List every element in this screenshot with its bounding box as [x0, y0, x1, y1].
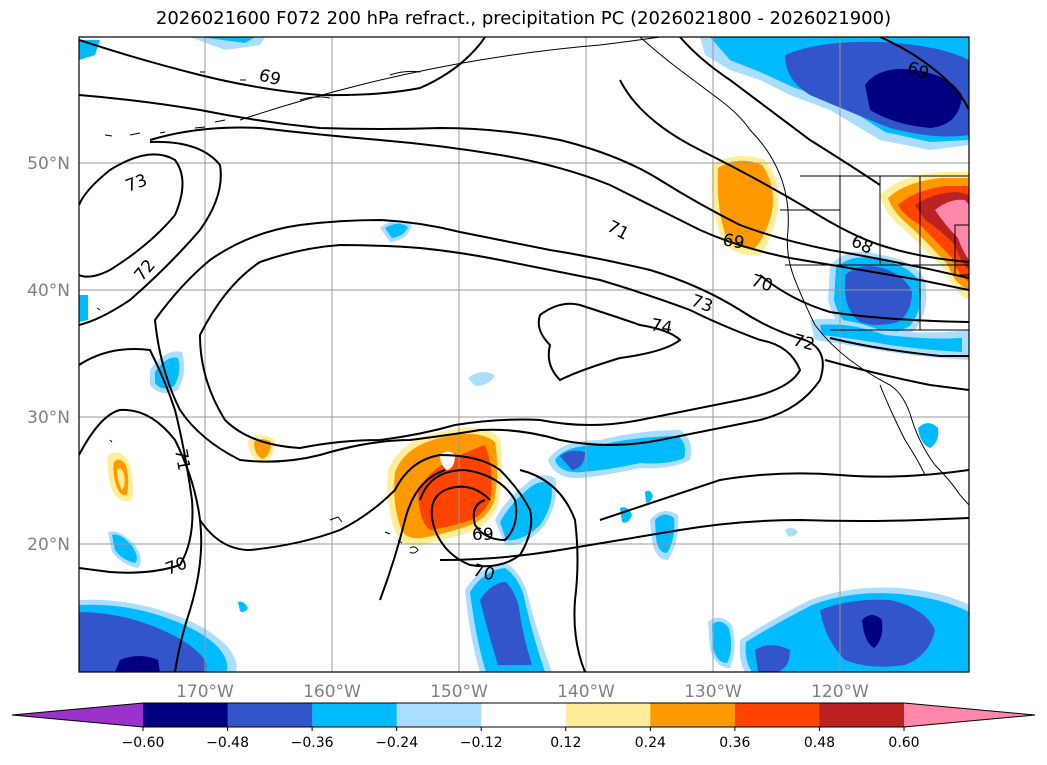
map-title: 2026021600 F072 200 hPa refract., precip…: [155, 8, 892, 29]
colorbar-segment: [312, 703, 398, 727]
colorbar-tick-label: 0.12: [550, 735, 581, 751]
lon-label: 130°W: [684, 682, 742, 702]
colorbar: −0.60 −0.48 −0.36 −0.24 −0.12 0.12 0.24 0.36 0.4…: [11, 702, 1036, 751]
refractivity-contours: [79, 37, 969, 672]
lon-label: 120°W: [811, 682, 869, 702]
colorbar-tick-label: −0.48: [206, 735, 249, 751]
colorbar-segment: [481, 703, 567, 727]
lat-label: 40°N: [27, 281, 70, 301]
colorbar-tick-label: −0.60: [122, 735, 165, 751]
colorbar-segment: [650, 703, 736, 727]
colorbar-segment: [734, 703, 820, 727]
colorbar-tick-label: 0.48: [804, 735, 835, 751]
colorbar-segment: [143, 703, 229, 727]
colorbar-segment: [819, 703, 905, 727]
colorbar-extend-high: [904, 703, 1035, 727]
colorbar-tick-label: 0.24: [635, 735, 666, 751]
colorbar-segment: [396, 703, 482, 727]
lon-label: 150°W: [430, 682, 488, 702]
graticule: [79, 37, 969, 672]
lon-label: 160°W: [303, 682, 361, 702]
contour-label: 69: [721, 230, 746, 253]
colorbar-extend-low: [12, 703, 143, 727]
lat-label: 30°N: [27, 408, 70, 428]
coastlines: [96, 37, 969, 554]
contour-label: 71: [170, 447, 193, 472]
lat-label: 20°N: [27, 535, 70, 555]
colorbar-segment: [227, 703, 313, 727]
colorbar-tick-label: −0.12: [460, 735, 503, 751]
colorbar-tick-label: 0.60: [888, 735, 919, 751]
lat-label: 50°N: [27, 154, 70, 174]
contour-label: 74: [649, 315, 674, 338]
map-area: [79, 37, 969, 672]
lon-label: 170°W: [176, 682, 234, 702]
lon-label: 140°W: [557, 682, 615, 702]
colorbar-segment: [565, 703, 651, 727]
map-frame: [78, 36, 970, 673]
colorbar-tick-label: −0.36: [291, 735, 334, 751]
contour-label: 69: [472, 525, 494, 545]
colorbar-tick-label: −0.24: [375, 735, 418, 751]
colorbar-tick-label: 0.36: [719, 735, 750, 751]
